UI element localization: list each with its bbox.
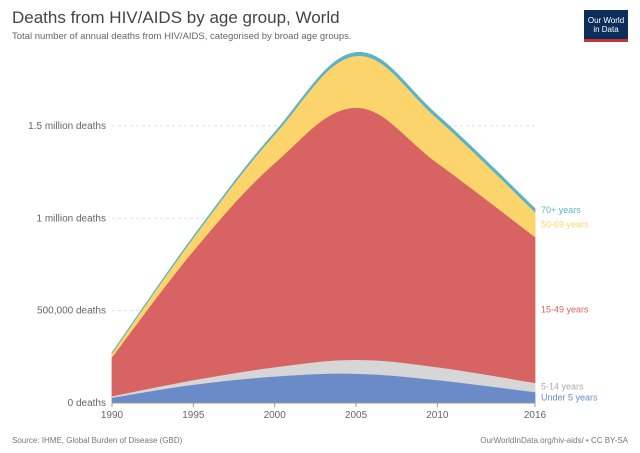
series-label-70-years: 70+ years (541, 205, 581, 215)
x-tick-label: 1990 (101, 410, 124, 421)
series-label-50-69-years: 50-69 years (541, 219, 589, 229)
chart-subtitle: Total number of annual deaths from HIV/A… (12, 31, 352, 42)
area-70-years (111, 52, 536, 355)
source-note: Source: IHME, Global Burden of Disease (… (12, 436, 183, 445)
chart-title: Deaths from HIV/AIDS by age group, World (12, 8, 340, 27)
y-tick-label: 1.5 million deaths (28, 121, 106, 132)
credit-link[interactable]: OurWorldInData.org/hiv-aids/ • CC BY-SA (480, 436, 628, 445)
y-tick-label: 1 million deaths (37, 213, 106, 224)
x-tick-label: 2010 (426, 410, 449, 421)
series-label-5-14-years: 5-14 years (541, 381, 584, 391)
x-tick-label: 2000 (264, 410, 287, 421)
axis-layer: 0 deaths 500,000 deaths 1 million deaths 1.… (28, 121, 546, 421)
x-tick-label: 2016 (524, 410, 547, 421)
owid-logo[interactable]: Our World in Data (584, 10, 628, 42)
series-label-15-49-years: 15-49 years (541, 305, 589, 315)
area-layer (111, 52, 536, 404)
y-tick-label: 0 deaths (68, 398, 106, 409)
series-label-under-5-years: Under 5 years (541, 392, 598, 402)
x-tick-label: 2005 (345, 410, 368, 421)
y-tick-label: 500,000 deaths (37, 306, 106, 317)
x-tick-label: 1995 (182, 410, 205, 421)
